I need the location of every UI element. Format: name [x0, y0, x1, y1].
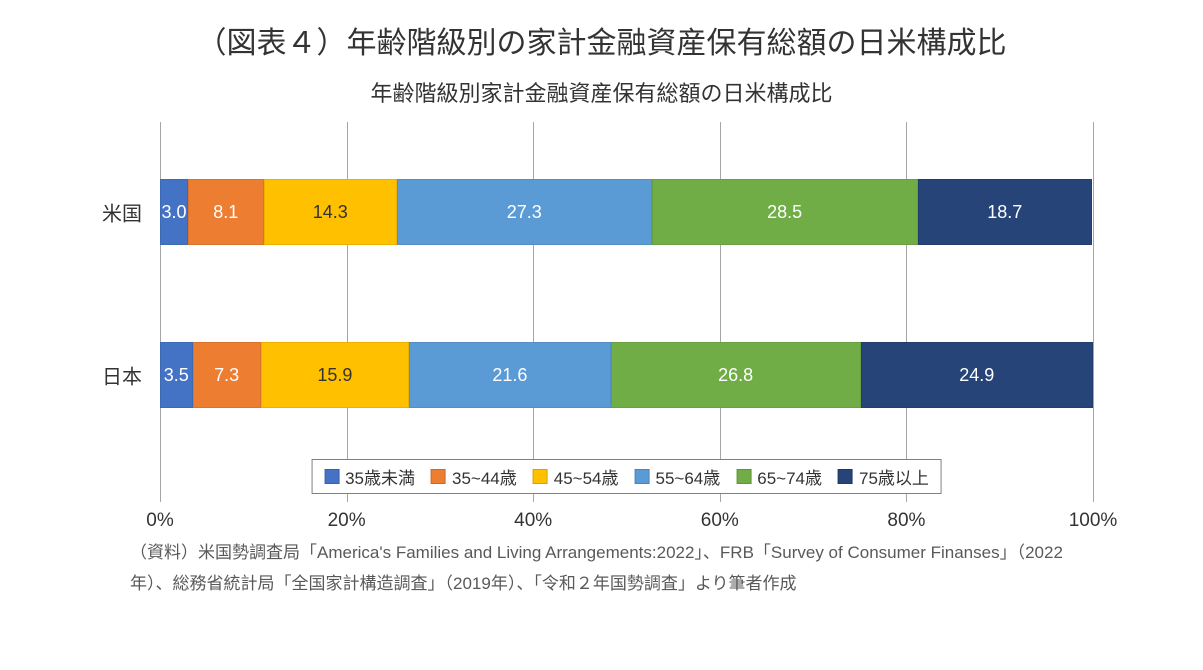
legend-label: 35~44歳 — [452, 464, 517, 489]
legend-item: 35歳未満 — [324, 464, 415, 489]
bar-segment-value: 18.7 — [987, 202, 1022, 223]
bar-segment-a5564: 27.3 — [397, 179, 652, 245]
legend-item: 35~44歳 — [431, 464, 517, 489]
plot-area: 米国3.08.114.327.328.518.7日本3.57.315.921.6… — [160, 122, 1093, 502]
legend-label: 55~64歳 — [656, 464, 721, 489]
legend-swatch — [324, 469, 339, 484]
bar-segment-value: 28.5 — [767, 202, 802, 223]
bar-segment-value: 8.1 — [213, 202, 238, 223]
chart-title: 年齢階級別家計金融資産保有総額の日米構成比 — [70, 76, 1133, 108]
x-tick-label: 20% — [328, 510, 366, 532]
category-label: 米国 — [102, 198, 160, 227]
bar-segment-value: 21.6 — [492, 365, 527, 386]
category-label: 日本 — [102, 361, 160, 390]
x-tick-label: 40% — [514, 510, 552, 532]
legend-item: 65~74歳 — [736, 464, 822, 489]
x-tick-label: 60% — [701, 510, 739, 532]
chart-area: 米国3.08.114.327.328.518.7日本3.57.315.921.6… — [160, 122, 1093, 538]
gridline — [1093, 122, 1094, 502]
bar-segment-a3544: 7.3 — [193, 342, 261, 408]
legend-label: 65~74歳 — [757, 464, 822, 489]
bar-segment-value: 3.5 — [164, 365, 189, 386]
legend: 35歳未満 35~44歳 45~54歳 55~64歳 65~74歳 75歳以上 — [311, 459, 942, 494]
bar-segment-u35: 3.5 — [160, 342, 193, 408]
x-tick-label: 80% — [887, 510, 925, 532]
legend-item: 75歳以上 — [838, 464, 929, 489]
bar-segment-a5564: 21.6 — [409, 342, 611, 408]
legend-label: 75歳以上 — [859, 464, 929, 489]
bar-segment-u35: 3.0 — [160, 179, 188, 245]
bar-segment-value: 26.8 — [718, 365, 753, 386]
legend-item: 55~64歳 — [635, 464, 721, 489]
bar-segment-value: 15.9 — [317, 365, 352, 386]
bar-row: 3.0 8.1 14.3 27.3 28.5 18.7 — [160, 179, 1093, 245]
bar-segment-value: 7.3 — [214, 365, 239, 386]
legend-item: 45~54歳 — [533, 464, 619, 489]
legend-swatch — [431, 469, 446, 484]
bar-segment-value: 24.9 — [959, 365, 994, 386]
legend-swatch — [838, 469, 853, 484]
bar-segment-a6574: 28.5 — [652, 179, 918, 245]
page-root: （図表４）年齢階級別の家計金融資産保有総額の日米構成比 年齢階級別家計金融資産保… — [0, 0, 1203, 670]
bar-segment-a3544: 8.1 — [188, 179, 264, 245]
x-axis: 0%20%40%60%80%100% — [160, 504, 1093, 538]
bar-segment-a75p: 24.9 — [861, 342, 1093, 408]
bar-segment-value: 27.3 — [507, 202, 542, 223]
bar-segment-a75p: 18.7 — [918, 179, 1092, 245]
legend-label: 35歳未満 — [345, 464, 415, 489]
x-tick-label: 100% — [1069, 510, 1118, 532]
legend-swatch — [635, 469, 650, 484]
x-tick-label: 0% — [146, 510, 173, 532]
legend-label: 45~54歳 — [554, 464, 619, 489]
source-note: （資料）米国勢調査局「America's Families and Living… — [130, 538, 1093, 599]
bar-segment-a4554: 15.9 — [261, 342, 409, 408]
bar-segment-value: 3.0 — [161, 202, 186, 223]
bar-row: 3.5 7.3 15.9 21.6 26.8 24.9 — [160, 342, 1093, 408]
page-title: （図表４）年齢階級別の家計金融資産保有総額の日米構成比 — [70, 18, 1133, 62]
bar-segment-value: 14.3 — [313, 202, 348, 223]
bar-segment-a4554: 14.3 — [264, 179, 397, 245]
legend-swatch — [533, 469, 548, 484]
legend-swatch — [736, 469, 751, 484]
bar-segment-a6574: 26.8 — [611, 342, 861, 408]
